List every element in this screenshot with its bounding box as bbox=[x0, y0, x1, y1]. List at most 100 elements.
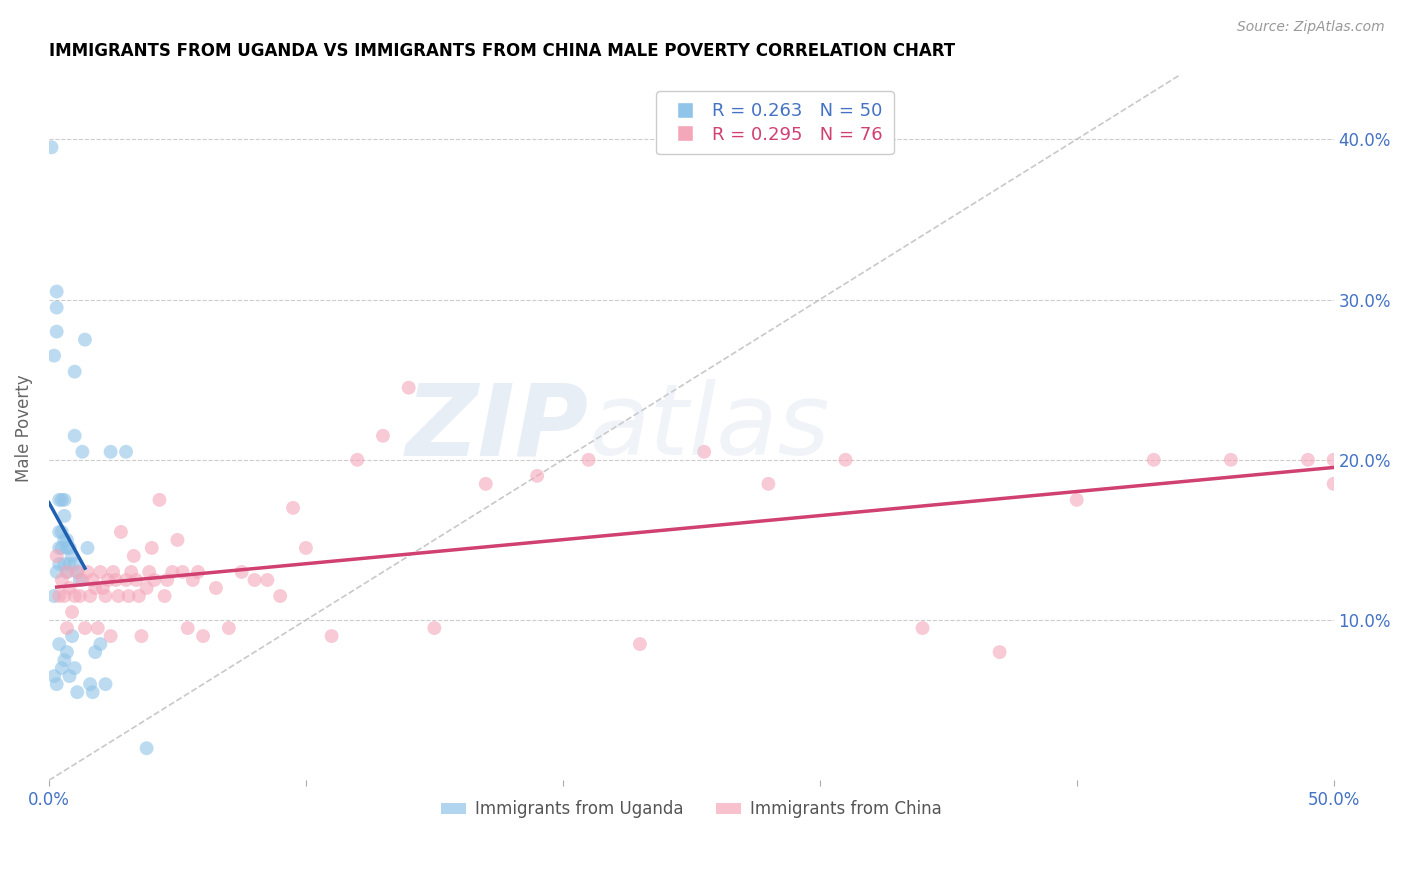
Point bbox=[56, 565, 79, 579]
Point bbox=[79, 677, 101, 691]
Point bbox=[628, 637, 651, 651]
Point bbox=[69, 589, 91, 603]
Point bbox=[218, 621, 240, 635]
Point bbox=[100, 444, 122, 458]
Point bbox=[63, 557, 86, 571]
Point bbox=[94, 589, 117, 603]
Point bbox=[181, 573, 204, 587]
Point bbox=[104, 573, 127, 587]
Point bbox=[58, 581, 80, 595]
Point bbox=[66, 565, 89, 579]
Point bbox=[56, 645, 79, 659]
Point bbox=[56, 621, 79, 635]
Point bbox=[48, 524, 70, 539]
Point bbox=[51, 573, 73, 587]
Point bbox=[53, 492, 76, 507]
Point bbox=[94, 677, 117, 691]
Point bbox=[107, 589, 129, 603]
Point bbox=[72, 444, 94, 458]
Point bbox=[82, 685, 104, 699]
Point bbox=[48, 589, 70, 603]
Point bbox=[53, 557, 76, 571]
Point bbox=[122, 549, 145, 563]
Point bbox=[66, 565, 89, 579]
Point bbox=[135, 741, 157, 756]
Point bbox=[56, 565, 79, 579]
Point bbox=[72, 573, 94, 587]
Point bbox=[48, 492, 70, 507]
Point bbox=[269, 589, 291, 603]
Point bbox=[187, 565, 209, 579]
Point bbox=[56, 541, 79, 555]
Point bbox=[63, 365, 86, 379]
Point bbox=[48, 557, 70, 571]
Point bbox=[45, 549, 67, 563]
Point bbox=[120, 565, 142, 579]
Point bbox=[91, 581, 114, 595]
Point bbox=[58, 541, 80, 555]
Point bbox=[60, 629, 83, 643]
Point bbox=[758, 476, 780, 491]
Point bbox=[177, 621, 200, 635]
Point bbox=[51, 492, 73, 507]
Point bbox=[42, 669, 65, 683]
Text: ZIP: ZIP bbox=[405, 379, 589, 476]
Point bbox=[135, 581, 157, 595]
Point bbox=[693, 444, 716, 458]
Point bbox=[1323, 476, 1346, 491]
Point bbox=[53, 508, 76, 523]
Point bbox=[58, 669, 80, 683]
Point bbox=[100, 629, 122, 643]
Point bbox=[89, 637, 111, 651]
Point bbox=[45, 301, 67, 315]
Point bbox=[73, 621, 96, 635]
Point bbox=[51, 524, 73, 539]
Point bbox=[398, 381, 420, 395]
Point bbox=[73, 333, 96, 347]
Point bbox=[79, 589, 101, 603]
Text: Source: ZipAtlas.com: Source: ZipAtlas.com bbox=[1237, 20, 1385, 34]
Point bbox=[162, 565, 184, 579]
Point bbox=[87, 621, 110, 635]
Point bbox=[1323, 452, 1346, 467]
Point bbox=[84, 581, 107, 595]
Point bbox=[60, 549, 83, 563]
Point bbox=[41, 140, 63, 154]
Point bbox=[1143, 452, 1166, 467]
Point bbox=[53, 589, 76, 603]
Point bbox=[125, 573, 148, 587]
Point bbox=[45, 285, 67, 299]
Point bbox=[51, 661, 73, 675]
Point bbox=[53, 653, 76, 667]
Point bbox=[51, 541, 73, 555]
Point bbox=[115, 444, 138, 458]
Point bbox=[60, 605, 83, 619]
Point bbox=[63, 589, 86, 603]
Point bbox=[58, 557, 80, 571]
Point bbox=[166, 533, 188, 547]
Point bbox=[526, 468, 548, 483]
Point bbox=[69, 573, 91, 587]
Point bbox=[256, 573, 278, 587]
Point bbox=[128, 589, 150, 603]
Point bbox=[1219, 452, 1241, 467]
Point bbox=[243, 573, 266, 587]
Point bbox=[115, 573, 138, 587]
Legend: Immigrants from Uganda, Immigrants from China: Immigrants from Uganda, Immigrants from … bbox=[434, 794, 948, 825]
Point bbox=[281, 500, 304, 515]
Point bbox=[1066, 492, 1088, 507]
Point bbox=[1296, 452, 1319, 467]
Point bbox=[45, 677, 67, 691]
Point bbox=[143, 573, 166, 587]
Point bbox=[53, 533, 76, 547]
Point bbox=[45, 325, 67, 339]
Point bbox=[45, 565, 67, 579]
Point bbox=[148, 492, 170, 507]
Point bbox=[63, 661, 86, 675]
Point bbox=[110, 524, 132, 539]
Point bbox=[295, 541, 318, 555]
Point bbox=[42, 589, 65, 603]
Text: IMMIGRANTS FROM UGANDA VS IMMIGRANTS FROM CHINA MALE POVERTY CORRELATION CHART: IMMIGRANTS FROM UGANDA VS IMMIGRANTS FRO… bbox=[49, 42, 955, 60]
Point bbox=[97, 573, 120, 587]
Point bbox=[474, 476, 496, 491]
